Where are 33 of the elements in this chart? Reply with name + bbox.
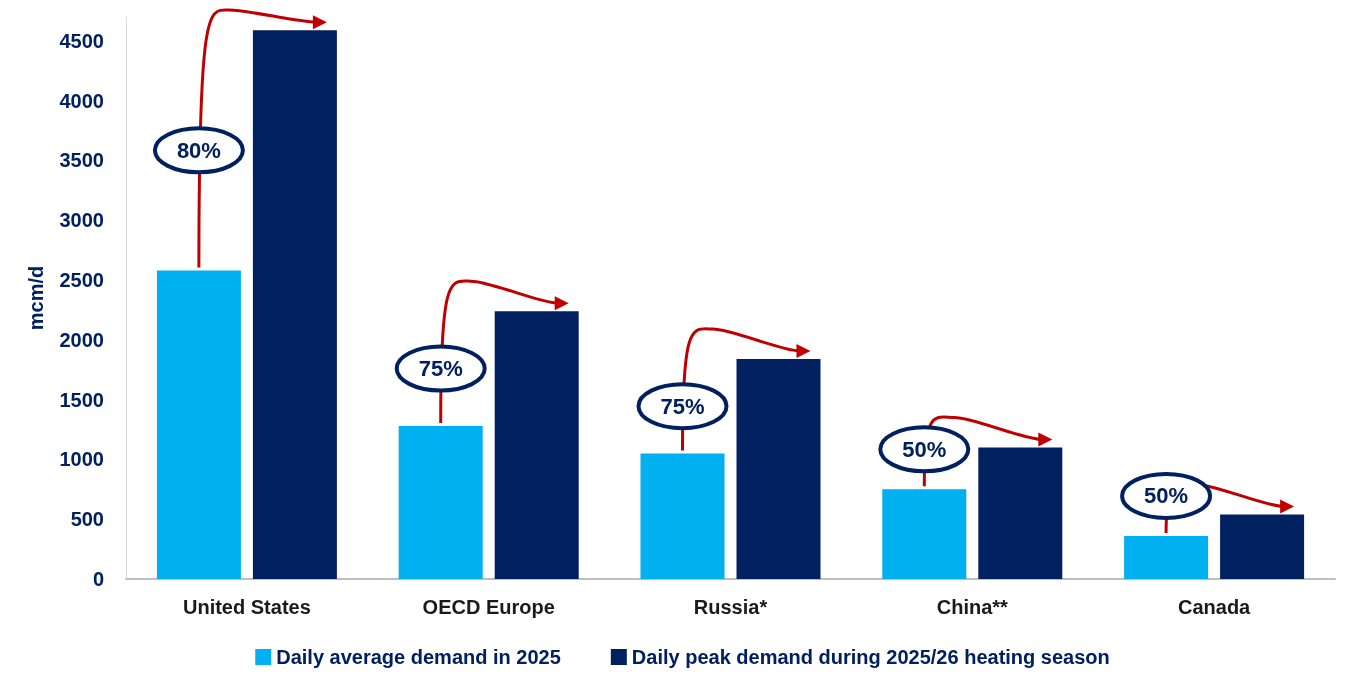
x-tick-label: Russia*: [693, 596, 768, 618]
y-tick-label: 1500: [59, 388, 104, 411]
bar: [736, 358, 821, 579]
y-tick-label: 2000: [59, 328, 104, 351]
y-tick-label: 1000: [59, 448, 104, 471]
y-tick-label: 3500: [59, 149, 104, 172]
bar: [156, 270, 241, 579]
x-tick-label: United States: [182, 596, 311, 618]
x-tick-label: OECD Europe: [422, 596, 555, 618]
annotation: 75%: [418, 356, 463, 382]
x-tick-label: Canada: [1177, 596, 1252, 618]
legend-label: Daily peak demand during 2025/26 heating season: [631, 646, 1110, 668]
y-axis-title: mcm/d: [25, 265, 47, 331]
bar: [640, 453, 725, 579]
bar: [978, 447, 1063, 579]
y-tick-label: 4500: [59, 29, 104, 52]
annotation: 75%: [660, 393, 705, 419]
y-tick-label: 4000: [59, 89, 104, 112]
y-tick-label: 0: [92, 568, 104, 590]
annotation: 80%: [176, 137, 221, 163]
y-tick-label: 3000: [59, 209, 104, 232]
bar: [252, 30, 337, 579]
bar: [398, 425, 483, 579]
annotation: 50%: [1144, 483, 1189, 509]
annotation: 50%: [902, 436, 947, 462]
bar: [882, 489, 967, 579]
y-tick-label: 500: [70, 508, 104, 531]
x-tick-label: China**: [936, 596, 1009, 618]
bar: [1124, 535, 1209, 579]
bar: [494, 311, 579, 579]
bar: [1220, 514, 1305, 579]
y-tick-label: 2500: [59, 269, 104, 292]
legend-label: Daily average demand in 2025: [276, 646, 561, 668]
